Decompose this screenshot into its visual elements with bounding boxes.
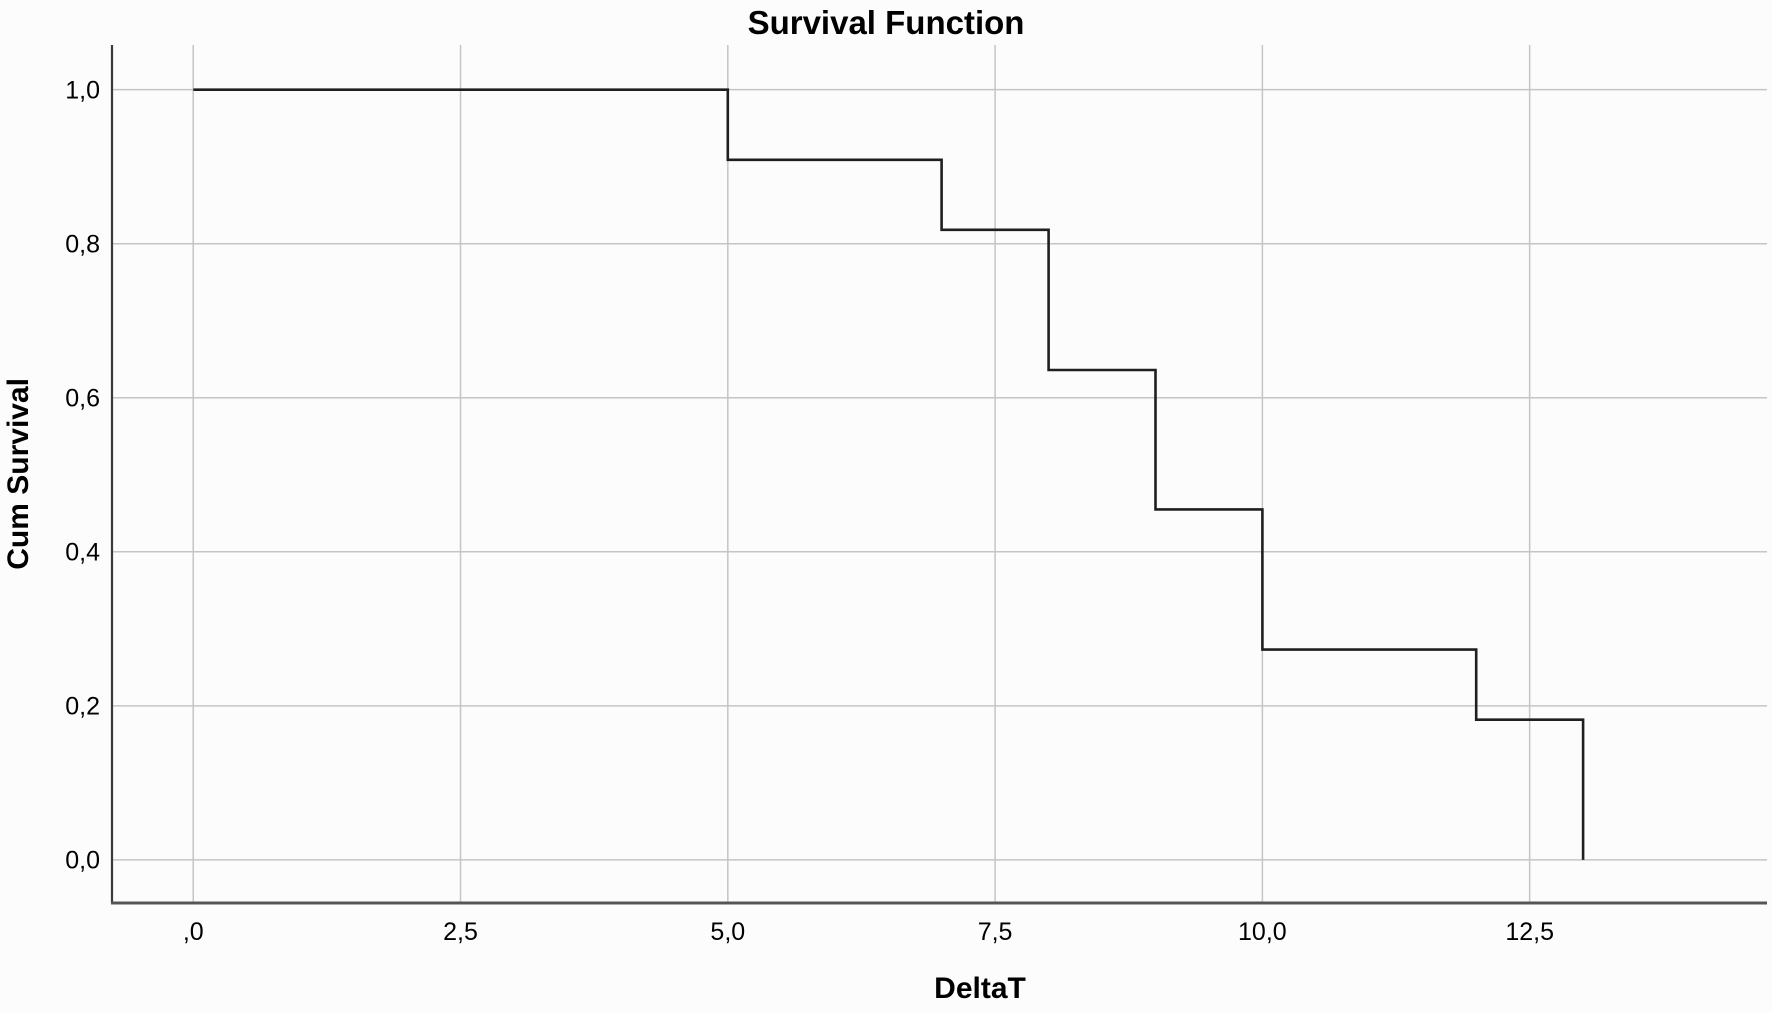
x-tick-label: 7,5 [978, 918, 1013, 946]
y-tick-label: 0,2 [65, 693, 100, 721]
x-tick-label: 5,0 [710, 918, 745, 946]
y-axis-title: Cum Survival [2, 378, 35, 570]
y-tick-label: 1,0 [65, 76, 100, 104]
x-axis-title: DeltaT [934, 972, 1026, 1005]
x-tick-label: ,0 [183, 918, 204, 946]
chart-title: Survival Function [747, 4, 1025, 41]
y-tick-label: 0,8 [65, 230, 100, 258]
y-axis-title-wrap: Cum Survival [2, 45, 36, 903]
x-tick-label: 12,5 [1505, 918, 1554, 946]
x-tick-label: 2,5 [443, 918, 478, 946]
y-tick-label: 0,4 [65, 539, 100, 567]
x-tick-label: 10,0 [1238, 918, 1287, 946]
y-tick-label: 0,6 [65, 385, 100, 413]
survival-step-curve [193, 88, 1585, 860]
y-tick-label: 0,0 [65, 847, 100, 875]
